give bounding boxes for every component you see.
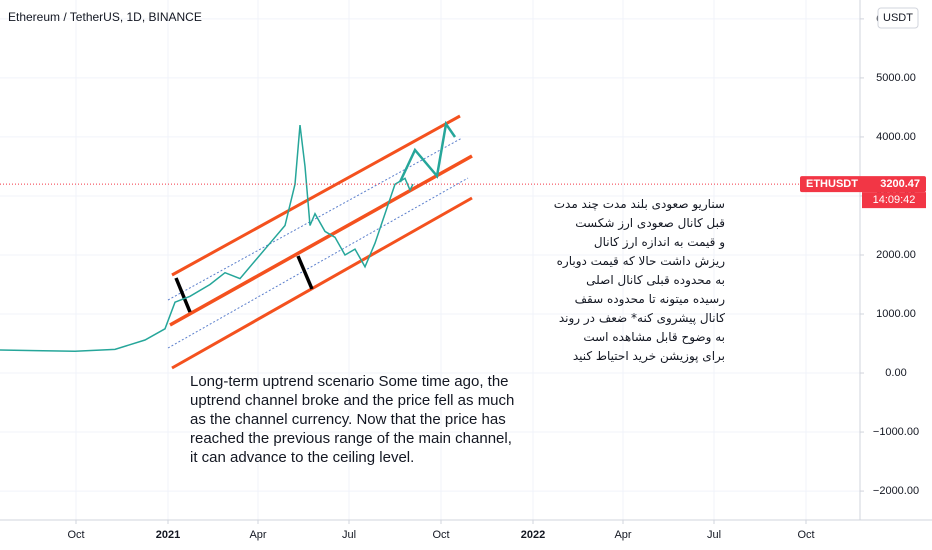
chart-title: Ethereum / TetherUS, 1D, BINANCE bbox=[8, 10, 202, 24]
annotation-line: قبل کانال صعودی ارز شکست bbox=[575, 216, 725, 230]
x-tick-label: Oct bbox=[797, 529, 814, 541]
annotation-line: برای پوزیشن خرید احتیاط کنید bbox=[572, 349, 725, 363]
y-tick-label: 1000.00 bbox=[876, 308, 916, 320]
channel-dotted bbox=[167, 177, 469, 349]
last-price-symbol: ETHUSDT bbox=[806, 178, 858, 190]
projection-arrow bbox=[398, 120, 457, 183]
x-tick-label: Jul bbox=[342, 529, 356, 541]
channel-dotted bbox=[167, 137, 463, 301]
annotation-line: به محدوده قبلی کانال اصلی bbox=[586, 273, 725, 287]
annotation-line: uptrend channel broke and the price fell… bbox=[190, 392, 515, 409]
x-tick-label: Apr bbox=[614, 529, 631, 541]
channel-middle bbox=[169, 154, 473, 327]
channel-lower bbox=[171, 196, 473, 370]
last-price-value: 3200.47 bbox=[880, 178, 920, 190]
x-tick-label: Apr bbox=[249, 529, 266, 541]
channel-upper bbox=[171, 114, 461, 277]
annotation-line: رسیده میتونه تا محدوده سقف bbox=[574, 292, 725, 306]
annotation-en: Long-term uptrend scenario Some time ago… bbox=[190, 372, 514, 467]
annotation-line: reached the previous range of the main c… bbox=[190, 430, 512, 447]
y-tick-label: −1000.00 bbox=[873, 426, 919, 438]
drawings bbox=[167, 114, 473, 370]
annotation-fa: سناریو صعودی بلند مدت چند مدت قبل کانال ص… bbox=[520, 195, 725, 366]
countdown-badge bbox=[862, 192, 926, 209]
plot bbox=[0, 125, 414, 352]
y-tick-label: −2000.00 bbox=[873, 485, 919, 497]
y-tick-label: 0.00 bbox=[885, 367, 906, 379]
currency-badge bbox=[877, 7, 919, 29]
annotation-line: Long-term uptrend scenario Some time ago… bbox=[190, 373, 509, 390]
y-tick-label: 5000.00 bbox=[876, 72, 916, 84]
x-tick-label: Oct bbox=[67, 529, 84, 541]
price-line bbox=[0, 125, 414, 352]
y-tick-label: 2000.00 bbox=[876, 249, 916, 261]
annotation-line: به وضوح قابل مشاهده است bbox=[583, 330, 725, 344]
x-tick-label: Oct bbox=[432, 529, 449, 541]
last-price-badge bbox=[800, 176, 926, 193]
x-tick-label: Jul bbox=[707, 529, 721, 541]
countdown: 14:09:42 bbox=[873, 194, 916, 206]
break-marker bbox=[174, 277, 192, 313]
y-tick-label: 4000.00 bbox=[876, 131, 916, 143]
annotation-line: سناریو صعودی بلند مدت چند مدت bbox=[553, 197, 725, 211]
x-tick-label: 2021 bbox=[156, 529, 180, 541]
annotation-line: ریزش داشت حالا که قیمت دوباره bbox=[556, 254, 725, 268]
annotation-line: و قیمت به اندازه ارز کانال bbox=[593, 235, 725, 249]
annotation-line: it can advance to the ceiling level. bbox=[190, 449, 415, 466]
annotation-line: as the channel currency. Now that the pr… bbox=[190, 411, 506, 428]
x-tick-label: 2022 bbox=[521, 529, 545, 541]
annotation-line: کانال پیشروی کنه* ضعف در روند bbox=[558, 311, 725, 325]
break-marker bbox=[296, 255, 314, 290]
grid bbox=[0, 0, 860, 520]
currency: USDT bbox=[883, 12, 913, 24]
